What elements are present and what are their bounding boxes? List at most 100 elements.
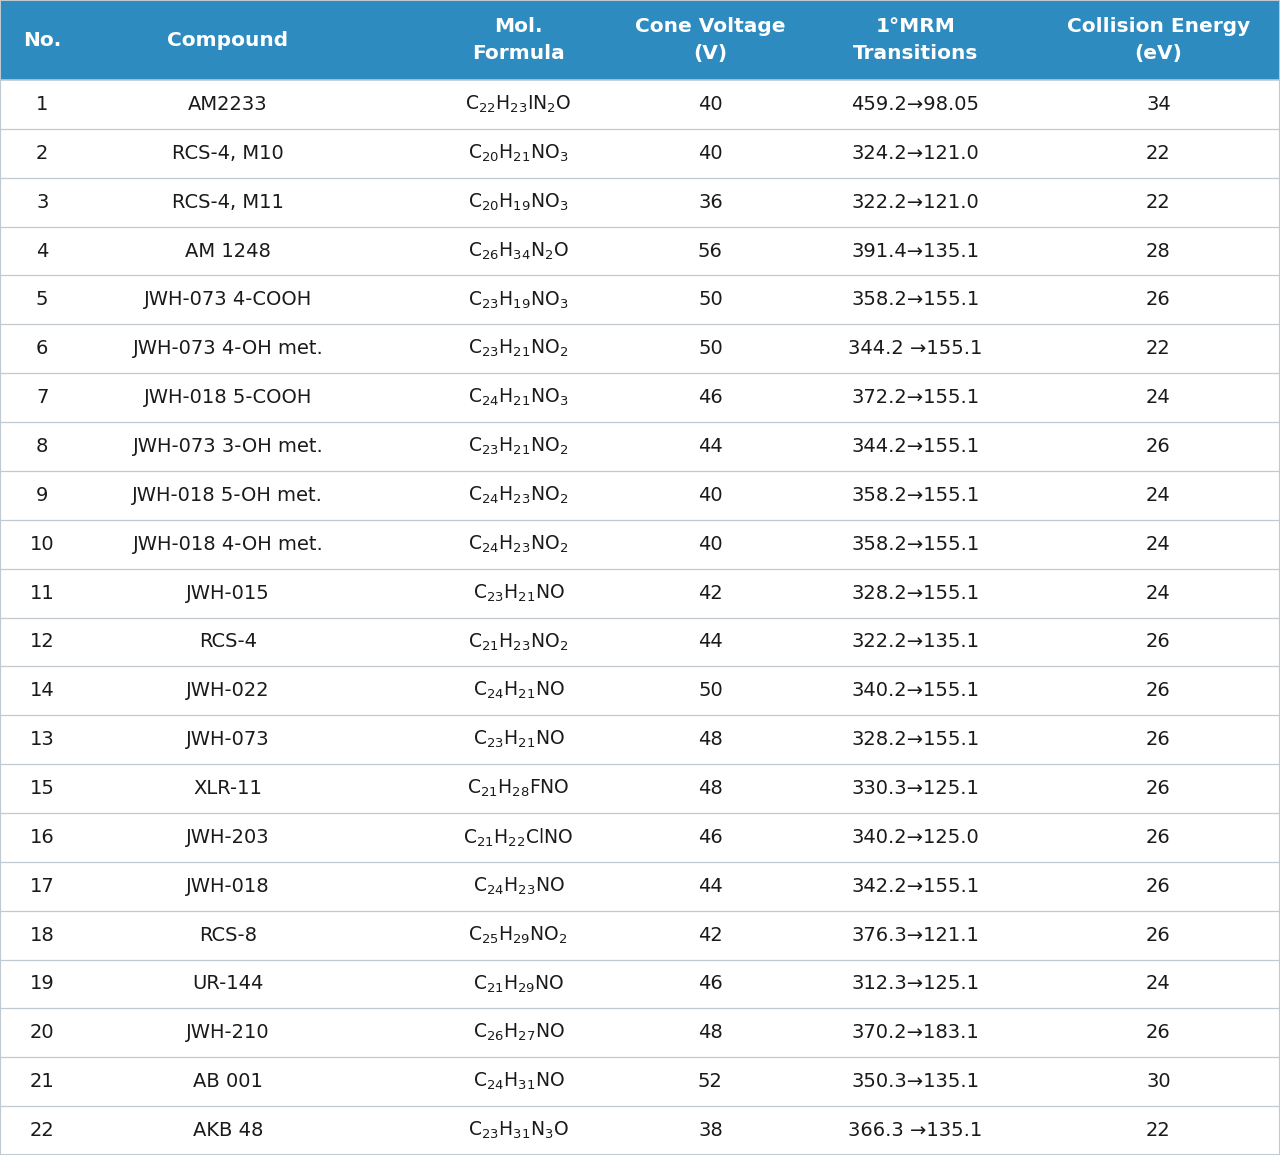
Text: 30: 30 bbox=[1146, 1072, 1171, 1091]
Text: 344.2 →155.1: 344.2 →155.1 bbox=[849, 340, 982, 358]
Text: 26: 26 bbox=[1146, 633, 1171, 651]
Text: 26: 26 bbox=[1146, 828, 1171, 847]
Text: 48: 48 bbox=[698, 1023, 723, 1042]
Text: RCS-4, M10: RCS-4, M10 bbox=[172, 143, 284, 163]
Text: RCS-8: RCS-8 bbox=[198, 925, 257, 945]
Bar bbox=[0, 568, 1280, 618]
Text: 44: 44 bbox=[698, 877, 723, 896]
Text: RCS-4, M11: RCS-4, M11 bbox=[172, 193, 284, 211]
Text: $\mathregular{C_{24}H_{23}NO}$: $\mathregular{C_{24}H_{23}NO}$ bbox=[472, 875, 564, 897]
Text: 1°MRM
Transitions: 1°MRM Transitions bbox=[852, 17, 978, 62]
Text: $\mathregular{C_{21}H_{28}FNO}$: $\mathregular{C_{21}H_{28}FNO}$ bbox=[467, 777, 570, 799]
Text: Cone Voltage
(V): Cone Voltage (V) bbox=[635, 17, 786, 62]
Text: JWH-018 5-COOH: JWH-018 5-COOH bbox=[143, 388, 312, 407]
Text: 44: 44 bbox=[698, 437, 723, 456]
Text: $\mathregular{C_{23}H_{21}NO}$: $\mathregular{C_{23}H_{21}NO}$ bbox=[472, 729, 564, 751]
Text: JWH-073: JWH-073 bbox=[186, 730, 270, 750]
Text: 14: 14 bbox=[29, 681, 55, 700]
Text: 22: 22 bbox=[1146, 340, 1171, 358]
Text: Mol.
Formula: Mol. Formula bbox=[472, 17, 564, 62]
Text: No.: No. bbox=[23, 30, 61, 50]
Text: JWH-073 4-COOH: JWH-073 4-COOH bbox=[143, 290, 312, 310]
Text: $\mathregular{C_{24}H_{31}NO}$: $\mathregular{C_{24}H_{31}NO}$ bbox=[472, 1071, 564, 1093]
Bar bbox=[0, 0, 1280, 80]
Text: 376.3→121.1: 376.3→121.1 bbox=[851, 925, 979, 945]
Text: 366.3 →135.1: 366.3 →135.1 bbox=[849, 1122, 982, 1140]
Text: $\mathregular{C_{24}H_{23}NO_2}$: $\mathregular{C_{24}H_{23}NO_2}$ bbox=[468, 534, 568, 554]
Bar bbox=[0, 862, 1280, 910]
Text: 50: 50 bbox=[698, 681, 723, 700]
Text: 11: 11 bbox=[29, 583, 55, 603]
Text: Collision Energy
(eV): Collision Energy (eV) bbox=[1066, 17, 1251, 62]
Text: 370.2→183.1: 370.2→183.1 bbox=[851, 1023, 979, 1042]
Text: JWH-018 5-OH met.: JWH-018 5-OH met. bbox=[132, 486, 324, 505]
Text: 9: 9 bbox=[36, 486, 49, 505]
Text: $\mathregular{C_{26}H_{34}N_2O}$: $\mathregular{C_{26}H_{34}N_2O}$ bbox=[468, 240, 568, 262]
Text: 46: 46 bbox=[698, 975, 723, 993]
Text: 22: 22 bbox=[29, 1122, 55, 1140]
Text: 20: 20 bbox=[29, 1023, 55, 1042]
Text: JWH-022: JWH-022 bbox=[186, 681, 270, 700]
Text: 44: 44 bbox=[698, 633, 723, 651]
Bar bbox=[0, 80, 1280, 129]
Text: 26: 26 bbox=[1146, 730, 1171, 750]
Text: 391.4→135.1: 391.4→135.1 bbox=[851, 241, 979, 261]
Text: 330.3→125.1: 330.3→125.1 bbox=[851, 778, 979, 798]
Text: 24: 24 bbox=[1146, 535, 1171, 553]
Text: 48: 48 bbox=[698, 778, 723, 798]
Text: 18: 18 bbox=[29, 925, 55, 945]
Text: JWH-210: JWH-210 bbox=[186, 1023, 270, 1042]
Text: AM 1248: AM 1248 bbox=[184, 241, 271, 261]
Text: $\mathregular{C_{23}H_{31}N_3O}$: $\mathregular{C_{23}H_{31}N_3O}$ bbox=[468, 1120, 568, 1141]
Text: 16: 16 bbox=[29, 828, 55, 847]
Text: $\mathregular{C_{24}H_{23}NO_2}$: $\mathregular{C_{24}H_{23}NO_2}$ bbox=[468, 485, 568, 506]
Text: 358.2→155.1: 358.2→155.1 bbox=[851, 486, 979, 505]
Text: 24: 24 bbox=[1146, 583, 1171, 603]
Text: JWH-073 4-OH met.: JWH-073 4-OH met. bbox=[132, 340, 324, 358]
Text: 22: 22 bbox=[1146, 193, 1171, 211]
Text: AKB 48: AKB 48 bbox=[193, 1122, 262, 1140]
Text: 48: 48 bbox=[698, 730, 723, 750]
Text: 26: 26 bbox=[1146, 1023, 1171, 1042]
Text: 40: 40 bbox=[698, 95, 723, 114]
Text: 24: 24 bbox=[1146, 486, 1171, 505]
Bar bbox=[0, 960, 1280, 1008]
Bar bbox=[0, 226, 1280, 275]
Text: JWH-203: JWH-203 bbox=[186, 828, 270, 847]
Bar bbox=[0, 666, 1280, 715]
Bar bbox=[0, 715, 1280, 765]
Text: 358.2→155.1: 358.2→155.1 bbox=[851, 290, 979, 310]
Text: 322.2→135.1: 322.2→135.1 bbox=[851, 633, 979, 651]
Text: 42: 42 bbox=[698, 925, 723, 945]
Text: 22: 22 bbox=[1146, 1122, 1171, 1140]
Text: 7: 7 bbox=[36, 388, 49, 407]
Text: $\mathregular{C_{23}H_{21}NO_2}$: $\mathregular{C_{23}H_{21}NO_2}$ bbox=[468, 435, 568, 457]
Text: JWH-073 3-OH met.: JWH-073 3-OH met. bbox=[132, 437, 324, 456]
Text: 324.2→121.0: 324.2→121.0 bbox=[851, 143, 979, 163]
Text: 40: 40 bbox=[698, 486, 723, 505]
Bar bbox=[0, 373, 1280, 422]
Text: $\mathregular{C_{23}H_{21}NO}$: $\mathregular{C_{23}H_{21}NO}$ bbox=[472, 582, 564, 604]
Text: $\mathregular{C_{20}H_{19}NO_3}$: $\mathregular{C_{20}H_{19}NO_3}$ bbox=[468, 192, 568, 213]
Text: 34: 34 bbox=[1146, 95, 1171, 114]
Text: $\mathregular{C_{24}H_{21}NO_3}$: $\mathregular{C_{24}H_{21}NO_3}$ bbox=[468, 387, 568, 408]
Text: $\mathregular{C_{21}H_{22}ClNO}$: $\mathregular{C_{21}H_{22}ClNO}$ bbox=[463, 826, 573, 849]
Text: 28: 28 bbox=[1146, 241, 1171, 261]
Text: 340.2→155.1: 340.2→155.1 bbox=[851, 681, 979, 700]
Text: 46: 46 bbox=[698, 828, 723, 847]
Text: $\mathregular{C_{23}H_{19}NO_3}$: $\mathregular{C_{23}H_{19}NO_3}$ bbox=[468, 289, 568, 311]
Text: 312.3→125.1: 312.3→125.1 bbox=[851, 975, 979, 993]
Bar bbox=[0, 422, 1280, 471]
Text: 22: 22 bbox=[1146, 143, 1171, 163]
Text: 19: 19 bbox=[29, 975, 55, 993]
Text: 322.2→121.0: 322.2→121.0 bbox=[851, 193, 979, 211]
Text: 21: 21 bbox=[29, 1072, 55, 1091]
Text: XLR-11: XLR-11 bbox=[193, 778, 262, 798]
Bar bbox=[0, 520, 1280, 568]
Text: $\mathregular{C_{26}H_{27}NO}$: $\mathregular{C_{26}H_{27}NO}$ bbox=[472, 1022, 564, 1043]
Text: 26: 26 bbox=[1146, 877, 1171, 896]
Text: 36: 36 bbox=[698, 193, 723, 211]
Text: 40: 40 bbox=[698, 143, 723, 163]
Text: 40: 40 bbox=[698, 535, 723, 553]
Text: 50: 50 bbox=[698, 290, 723, 310]
